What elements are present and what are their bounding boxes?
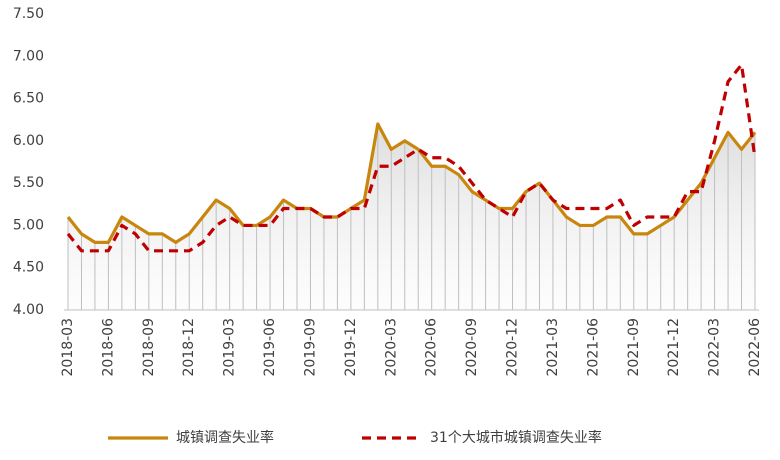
y-tick-label: 4.00 <box>13 302 44 318</box>
y-tick-label: 6.00 <box>13 133 44 149</box>
y-tick-label: 7.00 <box>13 48 44 64</box>
line-series <box>66 63 757 253</box>
legend-label: 城镇调查失业率 <box>176 429 274 446</box>
x-tick-label: 2020-06 <box>424 318 440 377</box>
y-tick-label: 5.00 <box>13 217 44 233</box>
y-tick-label: 5.50 <box>13 175 44 191</box>
x-tick-label: 2018-03 <box>60 318 76 377</box>
x-tick-label: 2022-06 <box>747 318 763 377</box>
x-tick-label: 2020-03 <box>383 318 399 377</box>
x-tick-label: 2018-12 <box>181 318 197 377</box>
x-tick-label: 2018-09 <box>141 318 157 377</box>
x-tick-label: 2021-06 <box>585 318 601 377</box>
x-tick-label: 2019-09 <box>302 318 318 377</box>
x-tick-label: 2018-06 <box>100 318 116 377</box>
x-tick-label: 2020-12 <box>505 318 521 377</box>
y-tick-label: 4.50 <box>13 260 44 276</box>
x-tick-label: 2019-06 <box>262 318 278 377</box>
line-series <box>66 122 757 244</box>
x-tick-label: 2020-09 <box>464 318 480 377</box>
x-tick-label: 2021-09 <box>626 318 642 377</box>
y-tick-label: 7.50 <box>13 6 44 22</box>
x-tick-label: 2021-03 <box>545 318 561 377</box>
x-tick-label: 2019-12 <box>343 318 359 377</box>
legend-label: 31个大城市城镇调查失业率 <box>430 429 602 446</box>
area <box>68 123 755 310</box>
x-tick-label: 2021-12 <box>666 318 682 377</box>
x-tick-label: 2022-03 <box>707 318 723 377</box>
x-tick-label: 2019-03 <box>222 318 238 377</box>
y-tick-label: 6.50 <box>13 91 44 107</box>
